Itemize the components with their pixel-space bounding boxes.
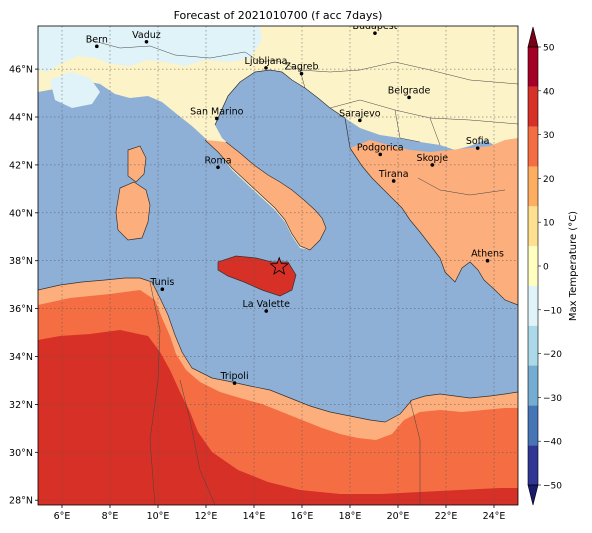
city-label: Ljubljana [245,56,288,67]
x-tick-label: 16°E [291,511,314,522]
colorbar-tick-label: −10 [543,306,562,316]
colorbar-label: Max Temperature (°C) [568,211,579,321]
x-tick-label: 18°E [339,511,362,522]
colorbar-tick-label: −20 [543,350,562,360]
colorbar-segment [528,47,538,87]
colorbar-segment [528,405,538,446]
city-label: Belgrade [388,85,431,96]
city-label: Skopje [417,153,449,164]
city-dot [160,287,165,292]
colorbar-tick-label: −40 [543,438,562,448]
y-tick-label: 38°N [9,256,33,267]
city-dot [95,44,99,49]
colorbar-tick-label: 20 [543,175,555,185]
y-tick-label: 28°N [9,496,33,507]
city-dot [358,118,362,123]
y-tick-label: 36°N [9,304,33,315]
city-label: Roma [204,155,231,166]
colorbar-tick-label: 40 [543,87,555,97]
city-label: Sarajevo [339,108,381,119]
city-dot [215,116,219,121]
y-tick-label: 42°N [9,160,33,171]
colorbar-tick-label: −30 [543,394,562,404]
city-label: Sofia [466,136,490,147]
city-label: San Marino [190,106,243,117]
city-dot [264,309,269,313]
y-tick-label: 34°N [9,352,33,363]
map-title: Forecast of 2021010700 (f acc 7days) [174,9,383,22]
city-dot [430,163,435,167]
island-corsica [128,146,146,182]
city-label: La Valette [242,299,290,310]
city-dot [373,31,377,35]
y-tick-label: 44°N [9,113,33,124]
city-label: Podgorica [357,142,404,153]
colorbar-segment [528,166,538,207]
city-dot [475,146,480,150]
x-tick-label: 12°E [195,511,218,522]
city-dot [485,258,490,263]
alpine-region [38,26,262,72]
city-label: Budapest [352,21,397,32]
colorbar-extend-bottom [527,484,539,506]
city-label: Bern [86,34,108,45]
colorbar: −50 −40 −30 −20 −10 0 10 20 30 40 50 [527,26,562,506]
colorbar-tick-label: 0 [543,263,549,273]
y-tick-label: 46°N [9,65,33,76]
city-label: Zagreb [285,62,319,73]
map-frame [37,25,519,506]
land-balkans [350,138,518,305]
colorbar-segment [528,445,538,485]
colorbar-segment [528,285,538,326]
x-tick-label: 24°E [483,511,506,522]
country-borders [89,39,518,505]
colorbar-segment [528,206,538,247]
island-sardinia [116,182,150,240]
city-dot [378,152,383,157]
city-label: Tripoli [220,371,249,382]
colorbar-tick-label: 50 [543,44,555,54]
city-dot [407,95,411,100]
x-tick-label: 22°E [435,511,458,522]
colorbar-tick-label: 10 [543,219,555,229]
x-tick-label: 6°E [54,511,71,522]
y-tick-label: 32°N [9,400,33,411]
alpine-region-small [50,72,100,108]
colorbar-segment [528,325,538,366]
colorbar-segment [528,365,538,406]
longitude-axis: 6°E 8°E 10°E 12°E 14°E 16°E 18°E 20°E 22°E 24°E [54,505,506,522]
city-label: Vaduz [132,30,161,41]
x-tick-label: 8°E [102,511,119,522]
colorbar-tick-label: −50 [543,482,562,492]
city-dot [232,381,237,385]
city-label: Tunis [149,277,174,288]
city-label: Tirana [378,169,409,180]
y-tick-label: 40°N [9,208,33,219]
x-tick-label: 14°E [243,511,266,522]
latitude-axis: 28°N 30°N 32°N 34°N 36°N 38°N 40°N 42°N 44°N 46°N [9,65,38,507]
colorbar-segment [528,86,538,127]
land-italy-south [205,140,326,250]
coastlines [38,69,518,423]
x-tick-label: 20°E [387,511,410,522]
colorbar-segment [528,126,538,167]
x-tick-label: 10°E [147,511,170,522]
y-tick-label: 30°N [9,448,33,459]
city-dot [299,71,304,76]
location-star-marker[interactable] [269,256,289,275]
city-dot [264,66,268,70]
colorbar-extend-top [527,26,539,48]
city-dot [144,40,149,44]
city-dot [216,165,220,170]
city-label: Athens [471,249,504,260]
graticule [38,26,518,505]
colorbar-tick-label: 30 [543,131,555,141]
colorbar-segment [528,246,538,286]
city-dot [391,179,396,183]
